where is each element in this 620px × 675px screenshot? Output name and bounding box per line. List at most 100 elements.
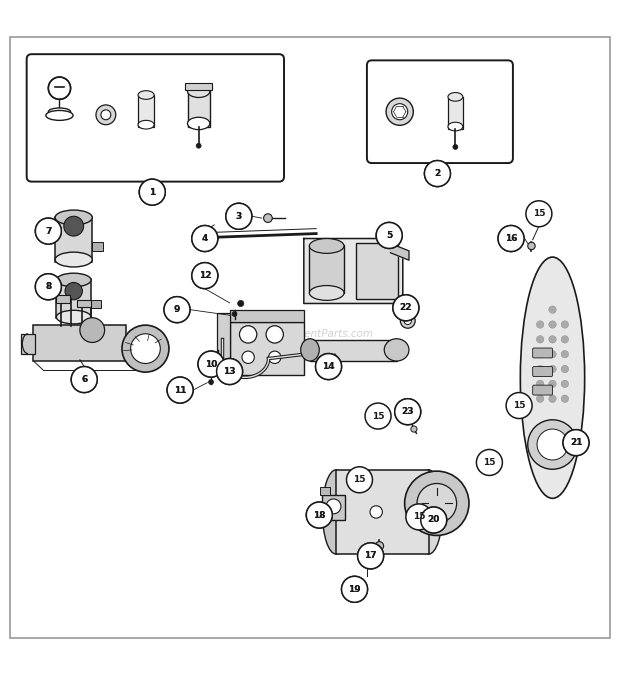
Circle shape (237, 300, 244, 306)
Circle shape (561, 380, 569, 387)
Circle shape (71, 367, 97, 393)
Text: 1: 1 (149, 188, 156, 196)
Bar (336, 470, 429, 554)
Circle shape (167, 377, 193, 403)
Circle shape (196, 143, 201, 148)
Circle shape (561, 321, 569, 328)
Ellipse shape (417, 483, 456, 523)
Bar (229, 322, 304, 375)
Circle shape (395, 399, 421, 425)
FancyBboxPatch shape (367, 60, 513, 163)
Text: 16: 16 (505, 234, 517, 243)
Circle shape (386, 98, 414, 126)
Ellipse shape (322, 470, 350, 554)
Circle shape (48, 77, 71, 99)
Text: 4: 4 (202, 234, 208, 243)
Circle shape (549, 365, 556, 373)
Circle shape (164, 297, 190, 323)
Text: 10: 10 (205, 360, 217, 369)
Text: 19: 19 (348, 585, 361, 594)
Circle shape (561, 350, 569, 358)
Circle shape (421, 507, 447, 533)
Circle shape (536, 365, 544, 373)
Text: 8: 8 (45, 282, 51, 292)
Text: 23: 23 (402, 407, 414, 416)
Circle shape (453, 144, 458, 149)
Circle shape (393, 295, 419, 321)
Circle shape (306, 502, 332, 528)
Circle shape (198, 351, 224, 377)
Circle shape (216, 358, 242, 385)
Ellipse shape (138, 120, 154, 129)
Circle shape (392, 104, 408, 119)
Text: 4: 4 (202, 234, 208, 243)
Circle shape (411, 426, 417, 432)
Circle shape (395, 399, 421, 425)
Bar (55, 217, 92, 262)
Circle shape (216, 354, 221, 358)
Text: 5: 5 (386, 231, 392, 240)
Bar (33, 325, 126, 361)
Bar (187, 91, 210, 127)
Text: 2: 2 (434, 169, 441, 178)
Ellipse shape (405, 471, 469, 535)
FancyBboxPatch shape (533, 348, 552, 358)
Text: 21: 21 (570, 438, 582, 447)
Circle shape (536, 395, 544, 402)
Ellipse shape (138, 90, 154, 99)
Circle shape (198, 351, 224, 377)
Text: 23: 23 (402, 407, 414, 416)
Text: 2: 2 (434, 169, 441, 178)
Circle shape (268, 351, 281, 363)
Text: 10: 10 (205, 360, 217, 369)
Circle shape (406, 504, 432, 530)
Circle shape (506, 393, 532, 418)
Ellipse shape (448, 92, 463, 101)
Circle shape (140, 179, 166, 205)
Text: 13: 13 (223, 367, 236, 376)
Text: 15: 15 (353, 475, 366, 484)
Circle shape (358, 543, 384, 569)
Text: 12: 12 (198, 271, 211, 280)
Circle shape (526, 200, 552, 227)
Text: 14: 14 (322, 362, 335, 371)
Circle shape (96, 105, 116, 125)
Bar (448, 97, 463, 129)
Text: 14: 14 (322, 362, 335, 371)
Circle shape (316, 354, 342, 379)
Circle shape (347, 467, 373, 493)
Circle shape (563, 430, 589, 456)
Ellipse shape (309, 238, 344, 253)
Circle shape (370, 506, 383, 518)
Circle shape (536, 380, 544, 387)
Text: 1: 1 (149, 188, 156, 196)
Ellipse shape (187, 117, 210, 130)
Ellipse shape (448, 122, 463, 131)
Text: 16: 16 (505, 234, 517, 243)
Circle shape (192, 225, 218, 252)
Circle shape (561, 365, 569, 373)
Text: 17: 17 (365, 551, 377, 560)
Circle shape (425, 161, 450, 186)
Bar (356, 244, 399, 299)
Bar (185, 82, 212, 90)
Ellipse shape (46, 111, 73, 120)
Text: 11: 11 (174, 385, 187, 395)
Ellipse shape (520, 257, 585, 498)
Bar (320, 487, 330, 495)
Ellipse shape (56, 273, 91, 287)
Ellipse shape (301, 339, 319, 361)
Circle shape (393, 295, 419, 321)
Text: 7: 7 (45, 227, 51, 236)
Circle shape (401, 313, 415, 328)
Circle shape (549, 380, 556, 387)
Text: 6: 6 (81, 375, 87, 384)
Circle shape (192, 263, 218, 289)
Ellipse shape (80, 318, 105, 342)
Circle shape (208, 379, 213, 385)
Text: 15: 15 (372, 412, 384, 421)
Circle shape (549, 321, 556, 328)
Text: 9: 9 (174, 305, 180, 314)
Bar (91, 300, 101, 308)
Bar (21, 334, 35, 354)
